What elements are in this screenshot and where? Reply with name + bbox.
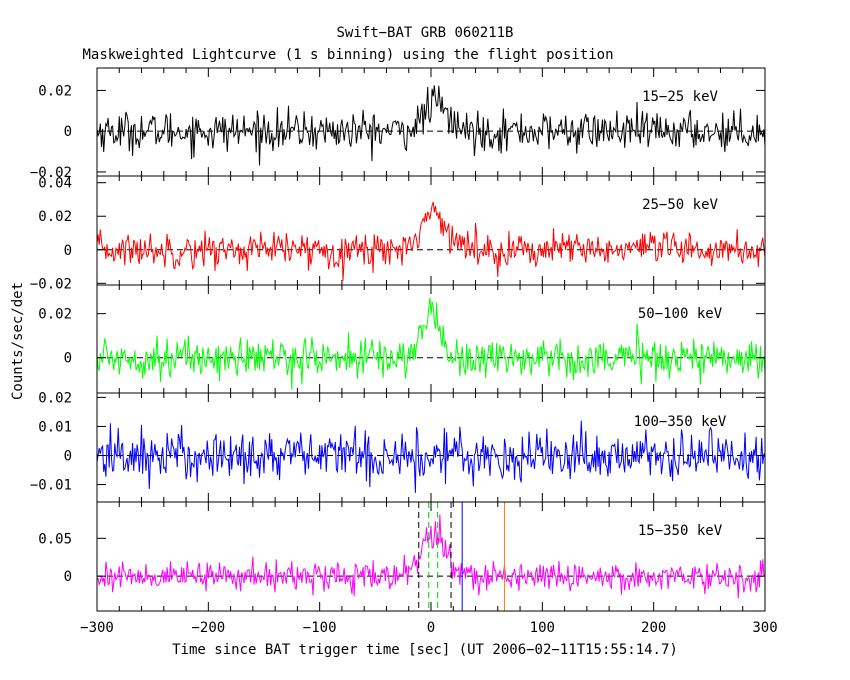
x-tick-label: 0 xyxy=(427,620,435,636)
y-tick-label: 0 xyxy=(64,569,72,585)
y-tick-label: 0 xyxy=(64,351,72,367)
y-tick-label: −0.02 xyxy=(30,276,72,292)
y-tick-label: 0.02 xyxy=(38,390,72,406)
panel-frame xyxy=(96,392,766,503)
y-tick-label: 0.04 xyxy=(38,176,72,192)
series-label: 25−50 keV xyxy=(642,197,718,213)
series-label: 15−350 keV xyxy=(638,523,723,539)
panel-frame xyxy=(96,175,766,286)
series-line xyxy=(96,297,766,390)
x-tick-label: −200 xyxy=(191,620,225,636)
y-tick-label: 0.01 xyxy=(38,419,72,435)
y-tick-label: 0 xyxy=(64,124,72,140)
series-line xyxy=(96,514,766,599)
x-tick-label: 100 xyxy=(530,620,555,636)
figure-title: Swift−BAT GRB 060211B xyxy=(336,25,513,41)
x-tick-label: −100 xyxy=(303,620,337,636)
series-line xyxy=(96,420,766,493)
y-tick-label: 0.05 xyxy=(38,531,72,547)
x-axis-label: Time since BAT trigger time [sec] (UT 20… xyxy=(172,642,678,658)
y-tick-label: 0.02 xyxy=(38,307,72,323)
series-label: 100−350 keV xyxy=(634,414,727,430)
panel-group: 15−25 keV 0.02 0 −0.02 25−50 keV 0.04 0.02 0 −0.… xyxy=(30,67,778,636)
y-tick-label: 0.02 xyxy=(38,83,72,99)
panel-frame xyxy=(96,67,766,177)
series-line xyxy=(96,85,766,166)
x-tick-label: −300 xyxy=(80,620,114,636)
panel-2: 25−50 keV 0.04 0.02 0 −0.02 xyxy=(30,175,766,292)
panel-4: 100−350 keV 0.02 0.01 0 −0.01 xyxy=(30,390,766,503)
figure-subtitle: Maskweighted Lightcurve (1 s binning) us… xyxy=(82,47,613,63)
series-line xyxy=(96,201,766,281)
panel-frame xyxy=(96,284,766,394)
panel-3: 50−100 keV 0.02 0 xyxy=(38,284,766,394)
series-label: 50−100 keV xyxy=(638,306,723,322)
panel-5: 15−350 keV 0.05 0 xyxy=(38,501,766,612)
y-tick-label: 0 xyxy=(64,243,72,259)
panel-frame xyxy=(96,501,766,612)
y-tick-label: −0.01 xyxy=(30,478,72,494)
y-tick-label: 0.02 xyxy=(38,209,72,225)
x-tick-label: 300 xyxy=(752,620,777,636)
y-axis-label: Counts/sec/det xyxy=(10,282,26,400)
y-tick-label: 0 xyxy=(64,448,72,464)
panel-1: 15−25 keV 0.02 0 −0.02 xyxy=(30,67,766,181)
x-tick-label: 200 xyxy=(641,620,666,636)
y-tick-label: −0.02 xyxy=(30,165,72,181)
series-label: 15−25 keV xyxy=(642,89,718,105)
